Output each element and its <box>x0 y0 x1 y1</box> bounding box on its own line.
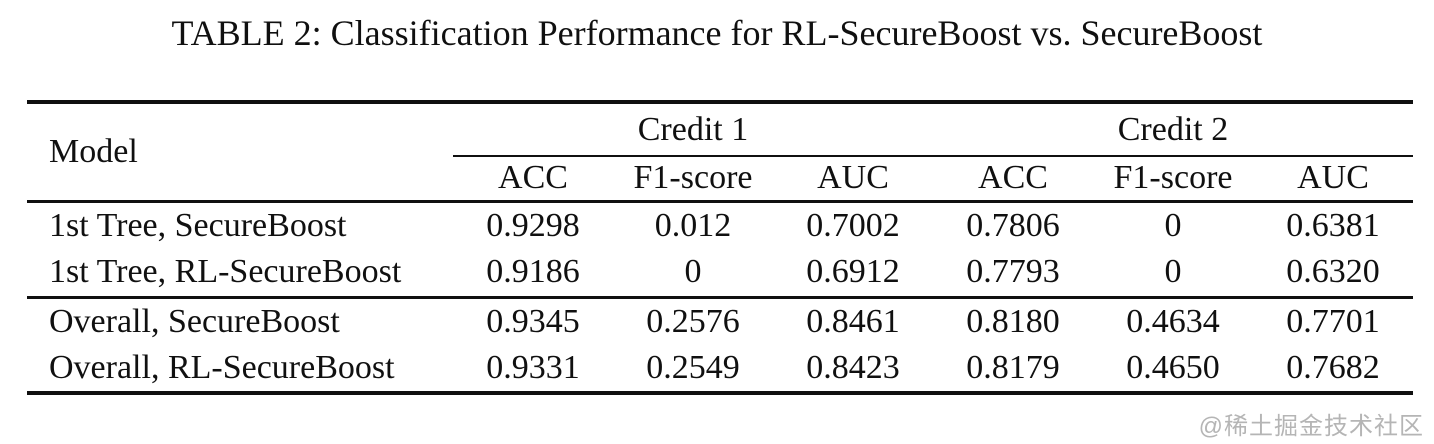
cell-value: 0.9331 <box>486 349 580 386</box>
column-header-auc-credit-2: AUC <box>1253 156 1413 203</box>
column-header-f1-credit-1: F1-score <box>613 156 773 203</box>
cell-value: 0.6912 <box>773 249 933 299</box>
cell-value: 0.7002 <box>806 206 900 244</box>
row-label: 1st Tree, SecureBoost <box>49 206 347 244</box>
group-header-credit-2: Credit 2 <box>933 102 1413 157</box>
cell-value: 0 <box>1093 249 1253 299</box>
cell-value: 0.7682 <box>1286 349 1380 386</box>
cell-value: 0.7793 <box>933 249 1093 299</box>
cell-value: 0.2576 <box>646 302 740 340</box>
cell-value: 0.9298 <box>486 206 580 244</box>
cell-value: 0 <box>613 249 773 299</box>
metric-header-row: ACC F1-score AUC ACC F1-score AUC <box>27 156 1413 203</box>
cell-value: 0.2549 <box>646 349 740 386</box>
row-label: 1st Tree, RL-SecureBoost <box>27 249 453 299</box>
cell-value: 0.012 <box>654 206 732 244</box>
cell-value: 0.8180 <box>966 302 1060 340</box>
table-row: 1st Tree, SecureBoost 0.9298 0.012 0.700… <box>27 201 1413 249</box>
cell-value: 0.9345 <box>486 302 580 340</box>
table-row: Overall, RL-SecureBoost 0.9331 0.2549 0.… <box>27 345 1413 393</box>
cell-value: 0.4650 <box>1126 349 1220 386</box>
cell-value: 0.6320 <box>1253 249 1413 299</box>
group-header-credit-1: Credit 1 <box>453 102 933 157</box>
cell-value: 0.9186 <box>453 249 613 299</box>
cell-value: 0.8423 <box>806 349 900 386</box>
cell-value: 0.6381 <box>1286 206 1380 244</box>
site-watermark: @稀土掘金技术社区 <box>1198 413 1424 440</box>
table-row: 1st Tree, RL-SecureBoost 0.9186 0 0.6912… <box>27 249 1413 299</box>
table-caption: TABLE 2: Classification Performance for … <box>171 13 1263 53</box>
row-label: Overall, RL-SecureBoost <box>49 349 395 386</box>
column-header-acc-credit-2: ACC <box>933 156 1093 203</box>
cell-value: 0.8461 <box>806 302 900 340</box>
cell-value: 0.4634 <box>1126 302 1220 340</box>
column-header-f1-credit-2: F1-score <box>1093 156 1253 203</box>
group-header-row: Model Credit 1 Credit 2 <box>27 102 1413 203</box>
table-row: Overall, SecureBoost 0.9345 0.2576 0.846… <box>27 297 1413 345</box>
cell-value: 0 <box>1164 206 1182 244</box>
cell-value: 0.7701 <box>1286 302 1380 340</box>
classification-results-table: Model Credit 1 Credit 2 ACC F1-score AUC… <box>27 100 1413 395</box>
column-header-model: Model <box>27 102 453 203</box>
column-header-acc-credit-1: ACC <box>453 156 613 203</box>
cell-value: 0.8179 <box>966 349 1060 386</box>
row-label: Overall, SecureBoost <box>49 302 340 340</box>
column-header-auc-credit-1: AUC <box>773 156 933 203</box>
cell-value: 0.7806 <box>966 206 1060 244</box>
